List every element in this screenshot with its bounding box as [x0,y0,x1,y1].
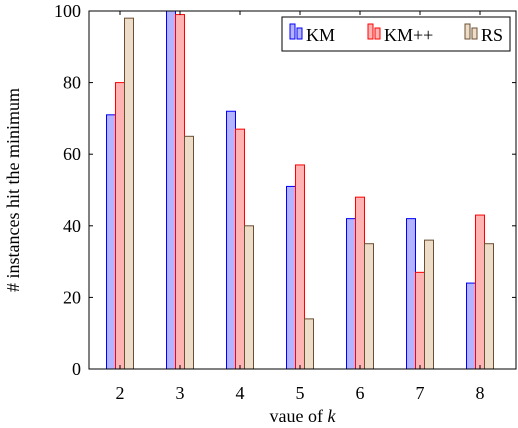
plot-frame [88,10,517,370]
bar-km-k4 [226,110,236,370]
x-axis-label: vaue of k [270,406,337,426]
bar-kmpp-k7 [415,271,425,370]
legend-label-kmpp: KM++ [384,25,433,45]
x-tick-label: 2 [116,383,125,403]
legend-swatch-kmpp [367,23,374,40]
x-axis-label-variable: k [327,406,336,426]
bar-kmpp-k2 [115,82,125,370]
x-tick-label: 3 [176,383,185,403]
y-tick-label: 80 [63,73,81,93]
bar-km-k2 [106,114,116,370]
x-tick-label: 7 [416,383,425,403]
x-axis-label-text: vaue of [270,406,323,426]
legend-swatch-rs-b [471,27,478,40]
y-tick-label: 20 [63,287,81,307]
bar-kmpp-k8 [475,214,485,370]
legend-label-rs: RS [481,25,503,45]
legend-swatch-km-b [296,27,303,40]
bar-rs-k4 [244,225,254,370]
bar-rs-k3 [184,135,194,370]
bar-rs-k6 [364,243,374,370]
y-axis-label: # instances hit the minimum [3,88,23,292]
bar-rs-k5 [304,318,314,370]
y-tick-label: 100 [54,1,81,21]
bar-rs-k2 [124,17,134,370]
y-axis-ticks: 0 20 40 60 80 100 [54,1,516,379]
bar-km-k3 [166,10,176,370]
bar-km-k5 [286,185,296,370]
bar-km-k7 [406,218,416,370]
y-tick-label: 60 [63,144,81,164]
bar-kmpp-k3 [175,14,185,370]
bar-km-k6 [346,218,356,370]
bars-group [106,10,494,370]
bar-km-k8 [466,282,476,370]
bar-kmpp-k4 [235,128,245,370]
x-tick-label: 6 [356,383,365,403]
x-tick-label: 4 [236,383,245,403]
bar-rs-k7 [424,239,434,370]
bar-kmpp-k6 [355,196,365,370]
bar-rs-k8 [484,243,494,370]
x-axis-ticks: 2 3 4 5 6 7 8 [116,11,485,403]
legend-swatch-kmpp-b [374,27,381,40]
bar-kmpp-k5 [295,164,305,370]
legend-label-km: KM [306,25,335,45]
legend-swatch-km [289,23,296,40]
x-tick-label: 5 [296,383,305,403]
x-tick-label: 8 [476,383,485,403]
legend: KM KM++ RS [281,16,511,52]
legend-swatch-rs [464,23,471,40]
y-tick-label: 40 [63,216,81,236]
y-tick-label: 0 [72,359,81,379]
